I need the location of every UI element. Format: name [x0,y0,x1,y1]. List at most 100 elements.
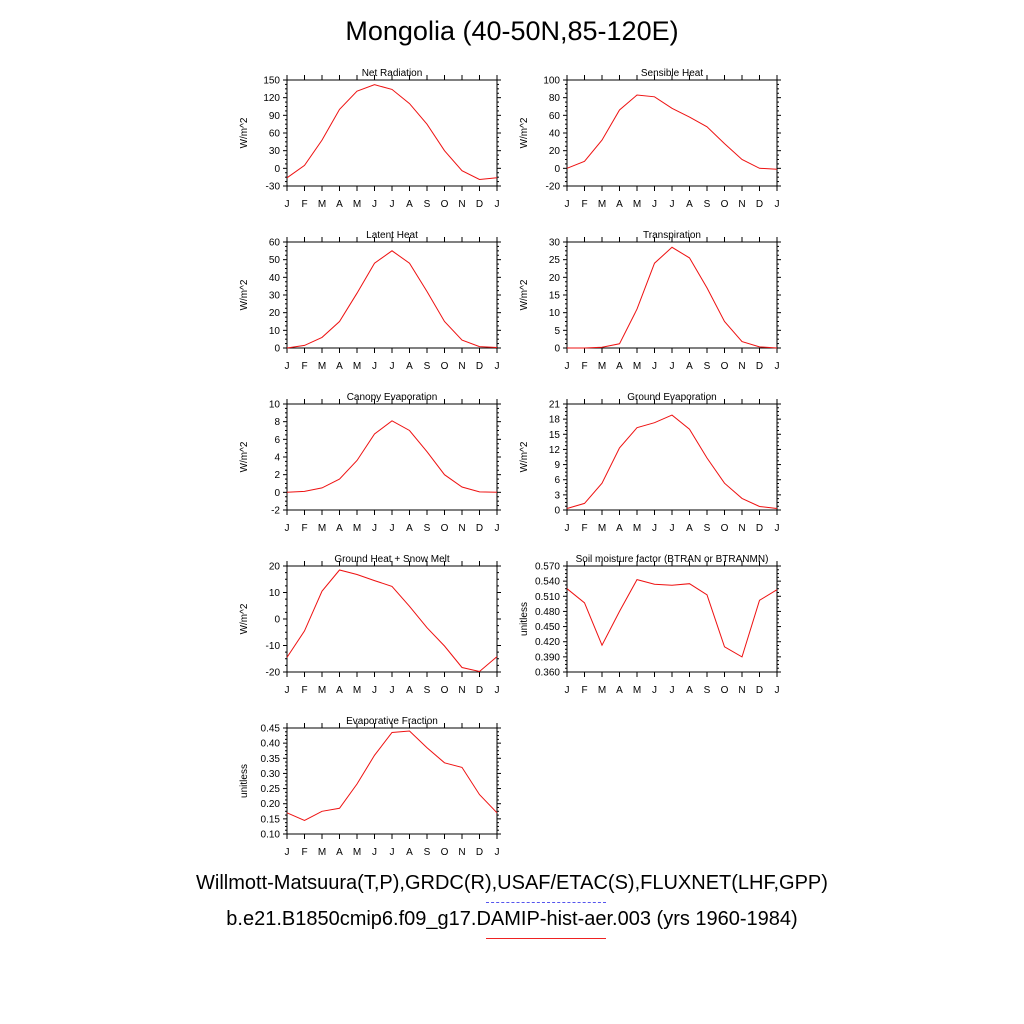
y-axis-label: W/m^2 [239,279,250,310]
y-tick-label: 0.510 [535,592,560,603]
y-tick-label: 0.390 [535,652,560,663]
x-tick-label: S [424,199,431,210]
panel-frame [566,79,778,187]
x-tick-label: M [633,199,641,210]
y-tick-label: -20 [266,668,281,679]
x-tick-label: J [775,199,780,210]
y-tick-label: -30 [266,182,281,193]
x-tick-label: J [285,685,290,696]
x-tick-label: A [616,361,623,372]
y-tick-label: 0.20 [261,799,281,810]
x-tick-label: M [353,361,361,372]
x-tick-label: J [285,847,290,858]
panel-title: Net Radiation [362,68,423,79]
x-tick-label: D [476,199,483,210]
y-tick-label: 0.540 [535,577,560,588]
x-tick-label: N [458,847,465,858]
x-tick-label: M [353,685,361,696]
x-tick-label: D [476,685,483,696]
model-series-line [566,414,778,509]
footer-obs-label: Willmott-Matsuura(T,P),GRDC(R),USAF/ETAC… [196,872,828,894]
y-tick-label: 6 [554,475,560,486]
x-tick-label: O [721,685,729,696]
x-tick-label: M [353,199,361,210]
y-tick-label: 25 [549,255,561,266]
y-tick-label: 0.450 [535,622,560,633]
x-tick-label: D [756,685,763,696]
y-tick-label: 0 [274,615,280,626]
x-tick-label: J [372,847,377,858]
x-tick-label: S [704,523,711,534]
x-tick-label: A [406,199,413,210]
panel-frame [566,565,778,673]
y-tick-label: 0.570 [535,562,560,573]
x-tick-label: J [775,523,780,534]
y-tick-label: -10 [266,641,281,652]
x-tick-label: N [458,523,465,534]
panel-title: Canopy Evaporation [347,392,438,403]
panel-title: Ground Evaporation [627,392,717,403]
x-tick-label: A [686,523,693,534]
x-tick-label: J [285,199,290,210]
y-tick-label: 0.420 [535,637,560,648]
y-tick-label: 40 [549,129,561,140]
x-tick-label: J [285,523,290,534]
y-tick-label: 0.35 [261,754,281,765]
y-axis-label: unitless [239,764,250,798]
y-tick-label: 0 [554,164,560,175]
x-tick-label: J [670,685,675,696]
x-tick-label: J [565,361,570,372]
model-series-line [286,569,498,673]
panel-frame [286,79,498,187]
x-tick-label: J [390,685,395,696]
x-tick-label: A [616,685,623,696]
y-axis-label: W/m^2 [519,441,530,472]
x-tick-label: A [686,685,693,696]
x-tick-label: J [372,199,377,210]
x-tick-label: M [598,361,606,372]
y-tick-label: 0.15 [261,814,281,825]
x-tick-label: J [652,685,657,696]
x-tick-label: J [495,847,500,858]
y-tick-label: 50 [269,255,281,266]
x-tick-label: N [738,685,745,696]
y-tick-label: 0 [554,344,560,355]
y-axis-label: W/m^2 [519,279,530,310]
x-tick-label: M [633,685,641,696]
x-tick-label: D [476,523,483,534]
panel-title: Soil moisture factor (BTRAN or BTRANMN) [576,554,769,565]
x-tick-label: O [441,847,449,858]
y-axis-label: unitless [519,602,530,636]
model-legend-line [486,938,606,939]
y-tick-label: 9 [554,460,560,471]
model-series-line [286,420,498,493]
x-tick-label: J [390,361,395,372]
y-tick-label: 12 [549,445,561,456]
panel-title: Transpiration [643,230,701,241]
x-tick-label: N [738,199,745,210]
x-tick-label: J [372,685,377,696]
x-tick-label: J [495,199,500,210]
x-tick-label: J [495,523,500,534]
x-tick-label: A [336,361,343,372]
x-tick-label: J [670,361,675,372]
x-tick-label: M [598,523,606,534]
x-tick-label: J [670,199,675,210]
y-tick-label: 0 [274,164,280,175]
x-tick-label: N [458,361,465,372]
x-tick-label: M [318,847,326,858]
y-tick-label: 0 [274,344,280,355]
x-tick-label: D [476,361,483,372]
x-tick-label: M [318,523,326,534]
y-tick-label: 0.30 [261,769,281,780]
x-tick-label: S [424,361,431,372]
x-tick-label: A [336,199,343,210]
x-tick-label: J [372,361,377,372]
